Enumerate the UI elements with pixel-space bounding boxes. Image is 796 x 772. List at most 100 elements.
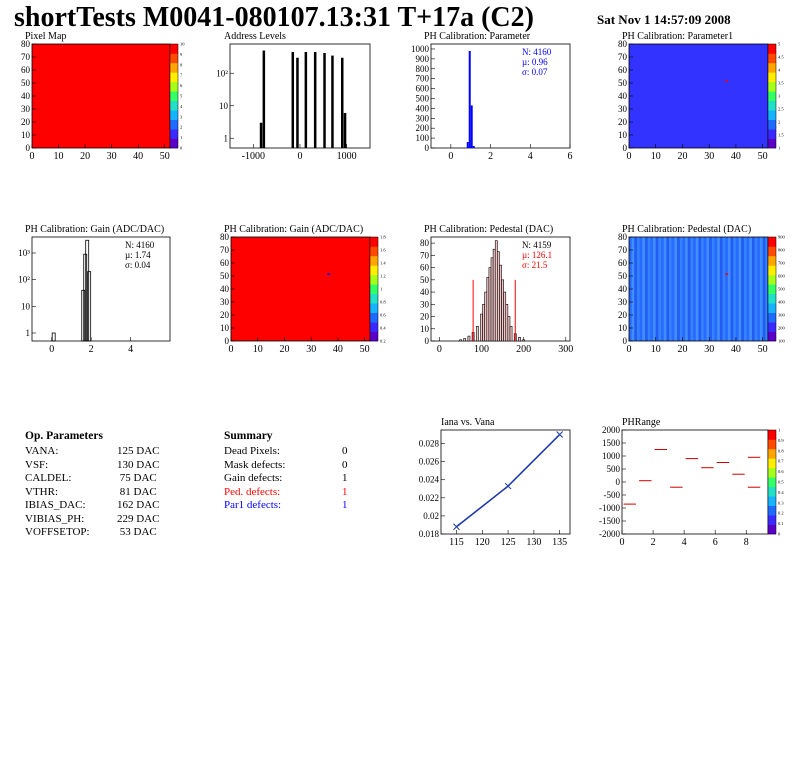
palette-tick-label: 2 — [180, 125, 182, 130]
palette-swatch — [170, 110, 178, 120]
palette-swatch — [370, 312, 378, 323]
pedestal-column — [706, 237, 710, 341]
summary-table: Summary Dead Pixels: 0 Mask defects: 0 Gain … — [224, 430, 364, 513]
y-tick-label: -1500 — [599, 516, 620, 526]
palette-swatch — [768, 72, 776, 83]
palette-swatch — [768, 496, 776, 506]
summary-value: 1 — [342, 472, 348, 484]
palette-swatch — [170, 100, 178, 111]
x-tick-label: 0 — [448, 151, 453, 162]
x-tick-label: 100 — [474, 344, 489, 355]
op-param-name: VTHR: — [25, 485, 58, 498]
pedestal-bin — [467, 335, 471, 342]
pedestal-column — [669, 237, 672, 341]
op-param-name: VIBIAS_PH: — [25, 512, 85, 525]
gain_map-plot — [230, 236, 379, 342]
pedestal_map-plot — [628, 236, 777, 342]
level-peak — [304, 52, 308, 148]
pedestal-column — [661, 237, 664, 341]
palette-tick-label: 3 — [778, 94, 781, 99]
palette-swatch — [768, 265, 776, 276]
op-param-name: CALDEL: — [25, 472, 72, 484]
palette-tick-label: 3 — [180, 114, 183, 119]
palette-swatch — [768, 505, 776, 516]
x-tick-label: 50 — [360, 344, 370, 355]
x-tick-label: 10 — [54, 151, 64, 162]
gain-bin — [87, 271, 92, 342]
palette-swatch — [768, 486, 776, 497]
palette-swatch — [370, 255, 378, 266]
y-tick-label: 0.028 — [419, 439, 440, 449]
palette-tick-label: 6 — [180, 83, 183, 88]
x-tick-label: 40 — [731, 151, 741, 162]
palette-tick-label: 600 — [778, 274, 786, 279]
x-tick-label: 30 — [704, 151, 714, 162]
x-tick-label: 200 — [516, 344, 531, 355]
palette-tick-label: 0 — [180, 146, 183, 151]
pedestal-bin — [499, 264, 502, 342]
y-tick-label: 10³ — [18, 248, 30, 258]
pedestal-bin — [459, 339, 462, 342]
x-tick-label: 50 — [758, 344, 768, 355]
y-tick-label: 0.02 — [423, 511, 439, 521]
palette-tick-label: 400 — [778, 300, 786, 305]
y-tick-label: 30 — [420, 299, 430, 309]
address_levels-plot — [229, 43, 371, 149]
pedestal-bin — [484, 291, 488, 342]
pedestal-column — [765, 237, 768, 341]
palette-tick-label: 0.4 — [778, 490, 784, 495]
op-param-value: 75 DAC — [117, 472, 157, 484]
y-tick-label: 50 — [220, 271, 230, 281]
x-tick-label: 0 — [627, 344, 632, 355]
pedestal-column — [738, 237, 742, 341]
palette-tick-label: 900 — [778, 235, 786, 240]
x-tick-label: -1000 — [242, 151, 265, 162]
palette-swatch — [768, 430, 776, 440]
palette-swatch — [768, 100, 776, 111]
pedestal-column — [674, 237, 678, 341]
palette-tick-label: 1 — [180, 135, 182, 140]
phrange-title: PHRange — [622, 417, 661, 428]
palette-tick-label: 1 — [778, 428, 780, 433]
palette-tick-label: 1.8 — [380, 235, 386, 240]
y-tick-label: 400 — [416, 103, 430, 113]
pedestal-column — [733, 237, 736, 341]
palette-swatch — [768, 62, 776, 73]
palette-tick-label: 1.6 — [380, 248, 386, 253]
pedestal-column — [693, 237, 696, 341]
x-tick-label: 50 — [758, 151, 768, 162]
y-tick-label: 1 — [26, 328, 31, 338]
pedestal-column — [727, 237, 731, 341]
palette-swatch — [170, 81, 178, 92]
x-tick-label: 40 — [731, 344, 741, 355]
x-tick-label: 0 — [49, 344, 54, 355]
op-param-row: IBIAS_DAC: 162 DAC — [25, 499, 195, 513]
palette-tick-label: 0.6 — [380, 313, 386, 318]
y-tick-label: 10² — [18, 275, 30, 285]
op-param-value: 130 DAC — [117, 458, 160, 471]
palette-tick-label: 1.5 — [778, 133, 784, 138]
pedestal-column — [671, 237, 675, 341]
x-tick-label: 20 — [279, 344, 289, 355]
y-tick-label: 0 — [225, 336, 230, 346]
y-tick-label: 30 — [618, 297, 628, 307]
gain-bin — [51, 332, 56, 342]
y-tick-label: 800 — [416, 64, 430, 74]
pedestal-bin — [507, 316, 511, 342]
palette-swatch — [768, 293, 776, 304]
y-tick-label: 60 — [420, 263, 430, 273]
x-tick-label: 4 — [528, 151, 533, 162]
y-tick-label: 0.026 — [419, 457, 440, 467]
level-peak — [331, 55, 334, 148]
pedestal-column — [631, 237, 635, 341]
op-param-row: VSF: 130 DAC — [25, 459, 195, 473]
pedestal-column — [658, 237, 662, 341]
ph-parameter1-title: PH Calibration: Parameter1 — [622, 31, 734, 42]
x-tick-label: 130 — [526, 537, 541, 548]
palette-swatch — [170, 119, 178, 130]
y-tick-label: 0 — [425, 143, 430, 153]
pixel_map-map-fill — [32, 44, 170, 148]
palette-tick-label: 0.6 — [778, 469, 784, 474]
parameter-bin — [470, 105, 473, 148]
stats-sigma: σ: 21.5 — [522, 260, 548, 270]
